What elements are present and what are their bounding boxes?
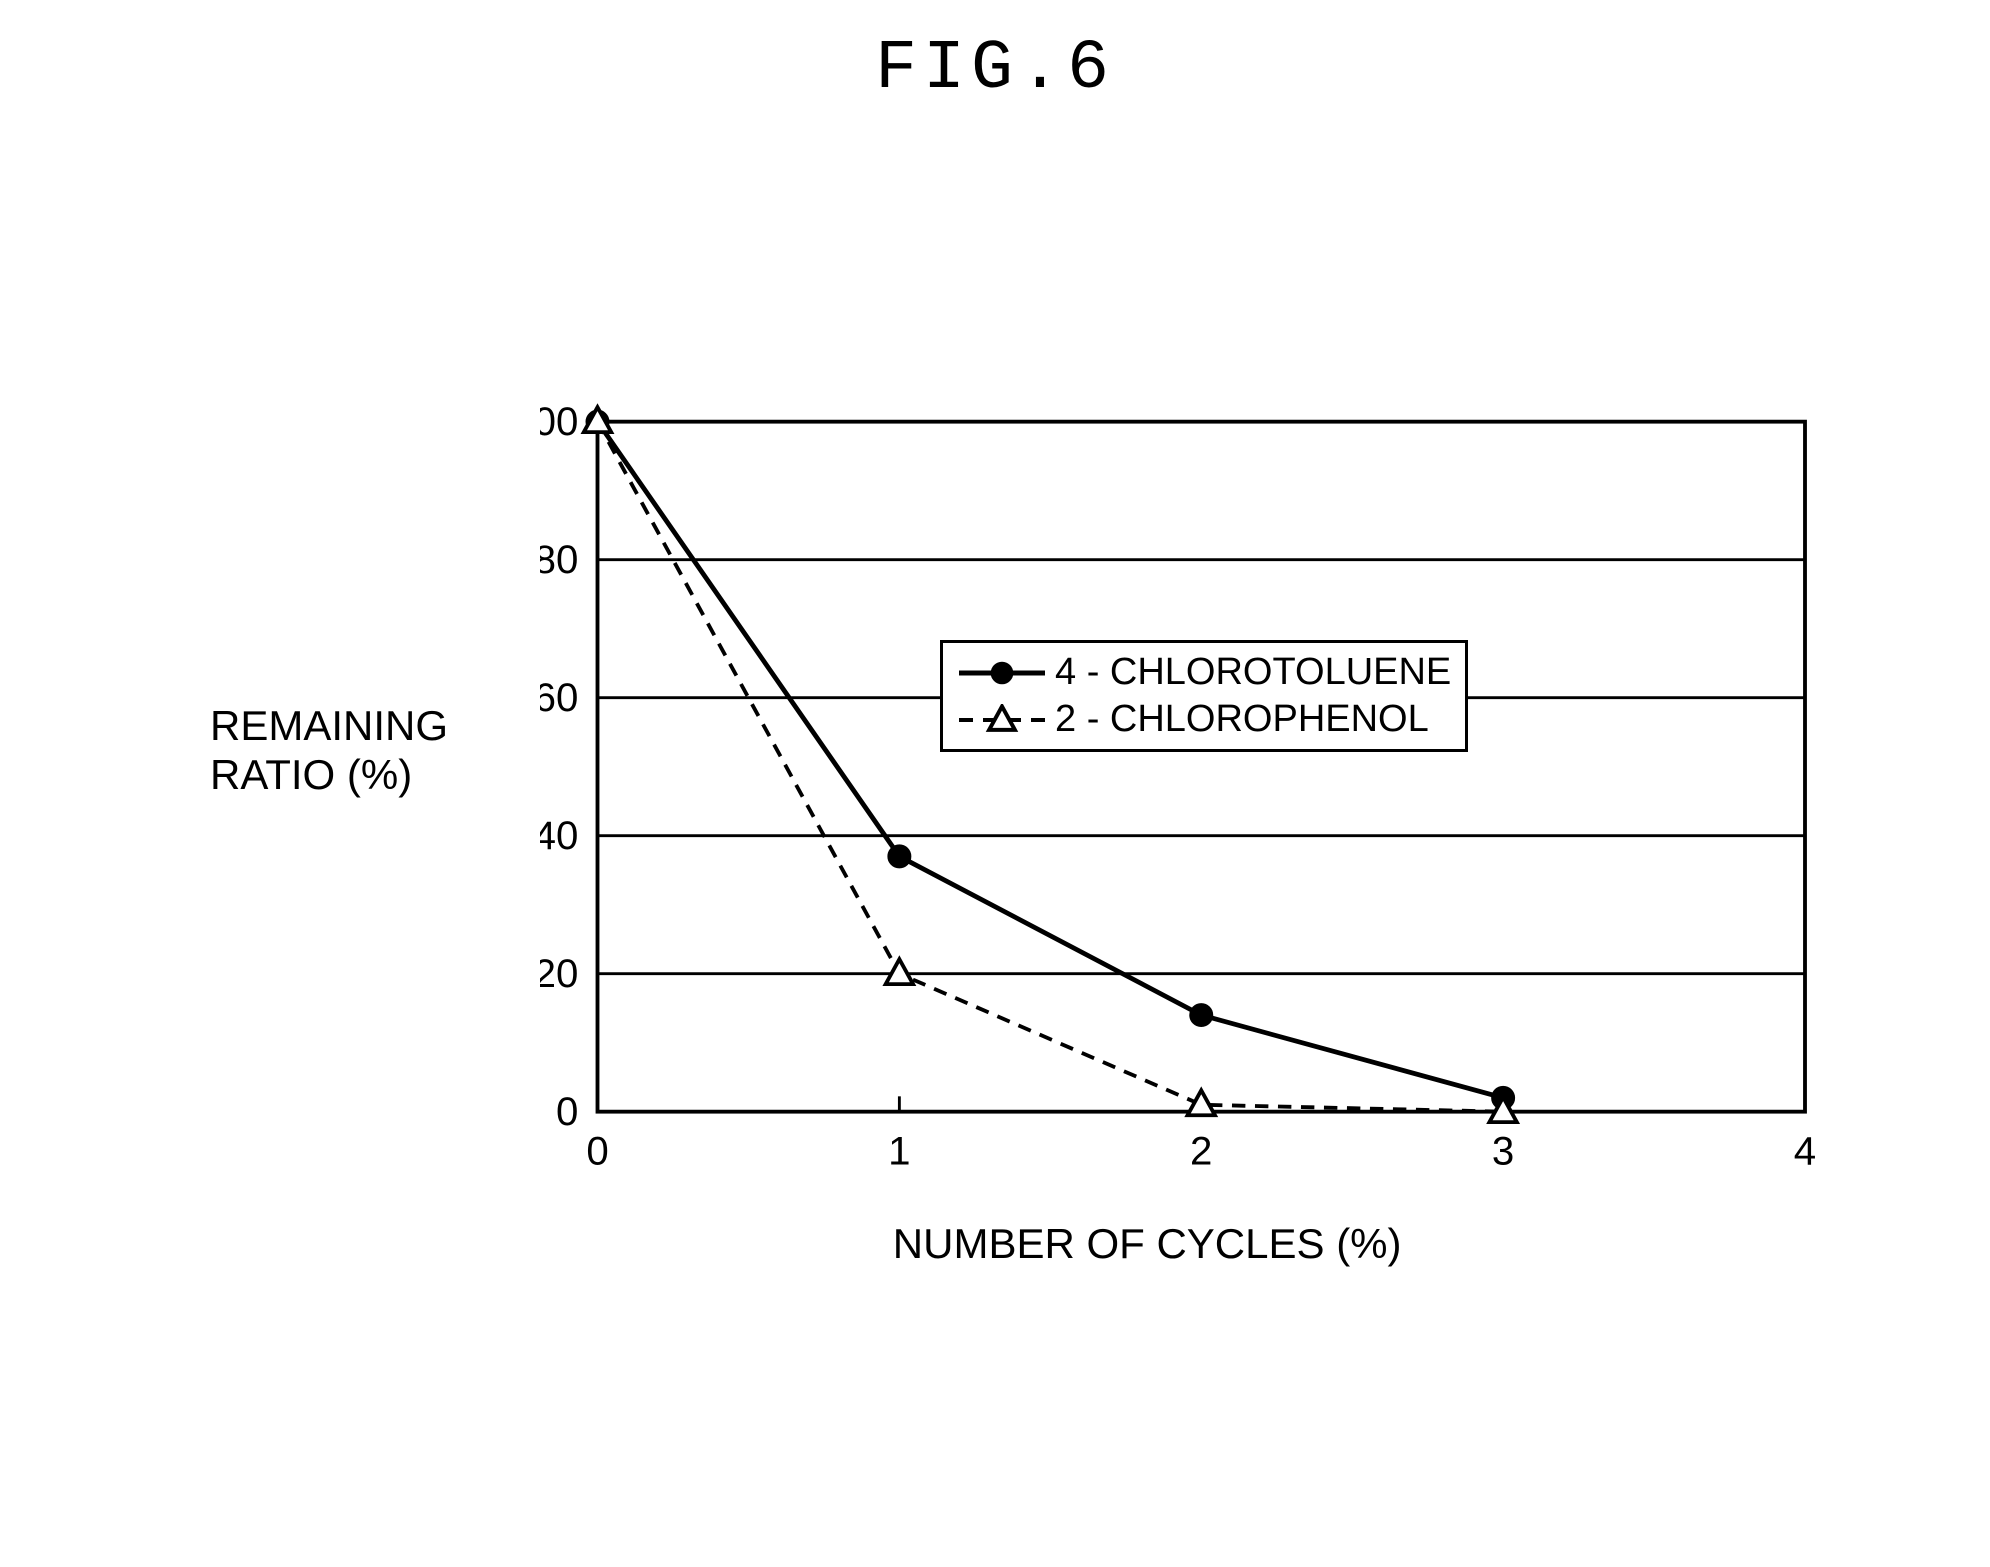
legend: 4 - CHLOROTOLUENE 2 - CHLOROPHENOL (940, 640, 1468, 752)
y-tick-label: 0 (556, 1089, 578, 1134)
x-tick-label: 0 (586, 1128, 608, 1173)
legend-swatch (957, 657, 1047, 689)
y-tick-label: 40 (540, 813, 578, 858)
legend-label: 2 - CHLOROPHENOL (1055, 698, 1429, 741)
series-line-s2 (598, 422, 1504, 1112)
x-axis-label: NUMBER OF CYCLES (%) (893, 1220, 1402, 1268)
plot-area: 01234020406080100 (540, 400, 1800, 1210)
x-tick-label: 1 (888, 1128, 910, 1173)
legend-label: 4 - CHLOROTOLUENE (1055, 651, 1451, 694)
y-tick-label: 20 (540, 951, 578, 996)
x-tick-label: 2 (1190, 1128, 1212, 1173)
y-axis-label: REMAINING RATIO (%) (210, 702, 448, 799)
series-line-s1 (598, 422, 1504, 1098)
marker-triangle-icon (1188, 1090, 1215, 1115)
y-tick-label: 60 (540, 675, 578, 720)
chart-svg: 01234020406080100 (540, 400, 1920, 1210)
x-tick-label: 3 (1492, 1128, 1514, 1173)
y-tick-label: 80 (540, 537, 578, 582)
y-tick-label: 100 (540, 400, 578, 444)
marker-circle-icon (888, 845, 911, 868)
x-tick-label: 4 (1794, 1128, 1816, 1173)
legend-item: 4 - CHLOROTOLUENE (947, 649, 1461, 696)
marker-triangle-icon (886, 959, 913, 984)
marker-circle-icon (991, 662, 1013, 684)
page: FIG.6 REMAINING RATIO (%) NUMBER OF CYCL… (0, 0, 1990, 1567)
legend-swatch (957, 704, 1047, 736)
figure-title: FIG.6 (0, 30, 1990, 109)
marker-circle-icon (1190, 1004, 1213, 1027)
legend-item: 2 - CHLOROPHENOL (947, 696, 1461, 743)
